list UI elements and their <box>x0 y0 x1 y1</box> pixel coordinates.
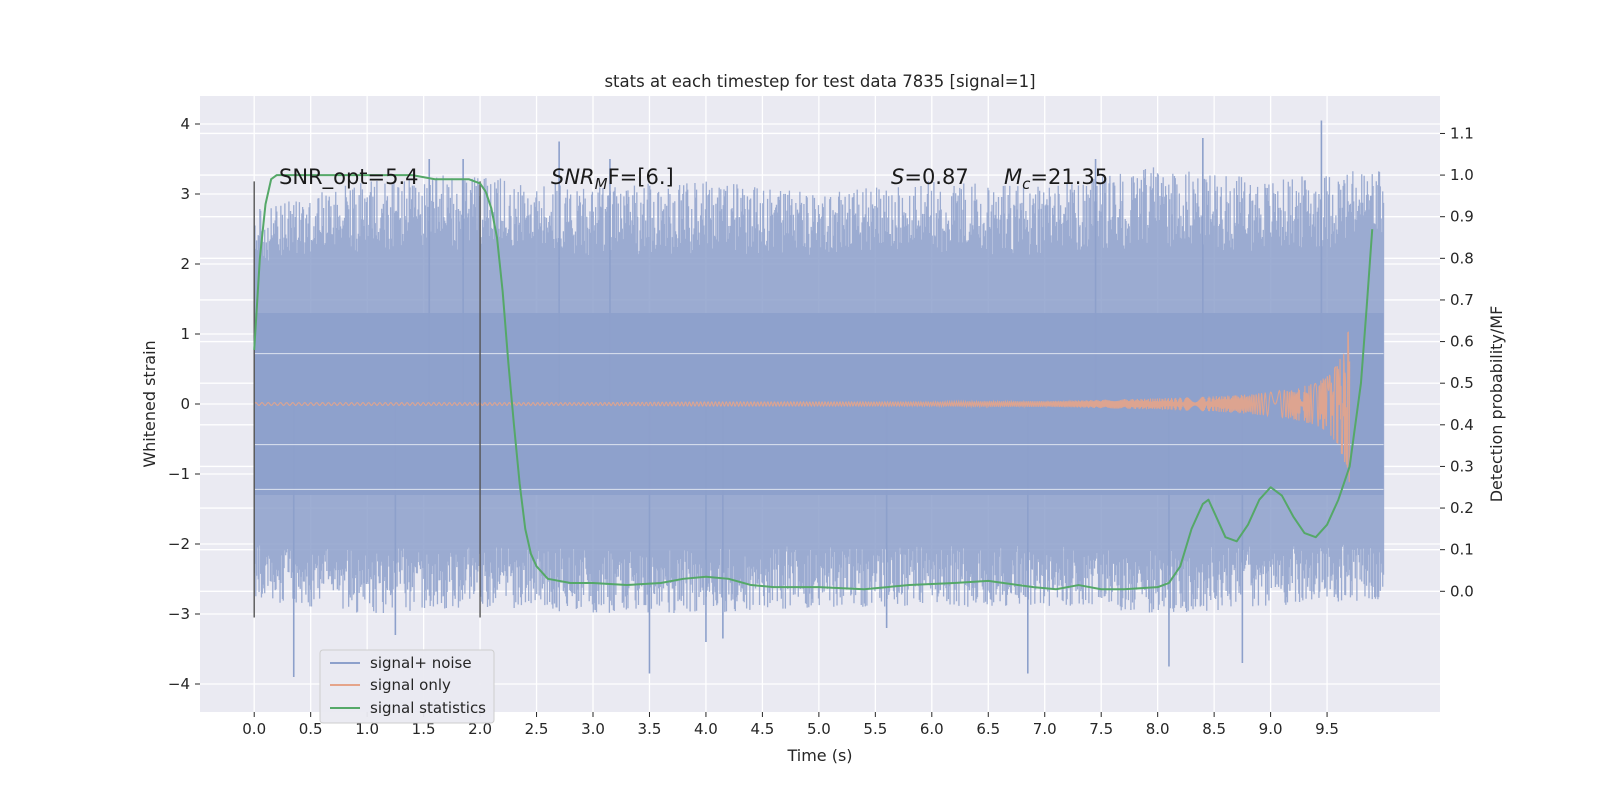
x-tick-label-8: 4.0 <box>694 720 718 738</box>
legend-label-signal-noise: signal+ noise <box>370 654 472 672</box>
x-tick-label-6: 3.0 <box>581 720 605 738</box>
y2-tick-label-10: 1.0 <box>1450 166 1474 184</box>
x-tick-label-17: 8.5 <box>1202 720 1226 738</box>
x-axis-ticks: 0.0 0.5 1.0 1.5 2.0 2.5 3.0 3.5 4.0 4.5 5.0 5.5 6.0 6… <box>242 712 1339 738</box>
x-tick-label-3: 1.5 <box>412 720 436 738</box>
y-tick-label-6: 2 <box>180 255 190 273</box>
x-tick-label-19: 9.5 <box>1315 720 1339 738</box>
annotation-mc: Mc=21.35 <box>1004 165 1108 193</box>
y-tick-label-8: 4 <box>180 115 190 133</box>
signal-statistics-series <box>253 174 1374 591</box>
x-tick-label-14: 7.0 <box>1033 720 1057 738</box>
x-tick-label-16: 8.0 <box>1146 720 1170 738</box>
y2-tick-label-2: 0.2 <box>1450 499 1474 517</box>
y-tick-label-7: 3 <box>180 185 190 203</box>
vertical-markers <box>253 181 481 618</box>
legend: signal+ noise signal only signal statist… <box>319 649 495 724</box>
y2-tick-label-5: 0.5 <box>1450 374 1474 392</box>
x-tick-label-18: 9.0 <box>1259 720 1283 738</box>
x-tick-label-12: 6.0 <box>920 720 944 738</box>
y2-tick-label-4: 0.4 <box>1450 416 1474 434</box>
y2-tick-label-7: 0.7 <box>1450 291 1474 309</box>
legend-label-signal-only: signal only <box>370 676 451 694</box>
annotation-s: S=0.87 <box>891 165 969 189</box>
snr-mf-sub: M <box>595 175 608 193</box>
mc-value: =21.35 <box>1030 165 1108 189</box>
x-axis-label: Time (s) <box>786 746 852 765</box>
x-tick-label-0: 0.0 <box>242 720 266 738</box>
x-tick-label-1: 0.5 <box>299 720 323 738</box>
x-tick-label-9: 4.5 <box>750 720 774 738</box>
snr-mf-rest: F=[6.] <box>608 165 674 189</box>
x-tick-label-10: 5.0 <box>807 720 831 738</box>
annotation-snr-opt: SNR_opt=5.4 <box>279 165 419 190</box>
chart-title: stats at each timestep for test data 783… <box>604 72 1035 91</box>
annotation-snr-mf: SNRMF=[6.] <box>551 165 674 193</box>
y-tick-label-2: −2 <box>168 535 190 553</box>
x-tick-label-7: 3.5 <box>638 720 662 738</box>
signal-statistics-line <box>253 174 1374 591</box>
y-axis-ticks: −4 −3 −2 −1 0 1 2 3 4 <box>168 115 200 693</box>
x-tick-label-5: 2.5 <box>525 720 549 738</box>
s-value: =0.87 <box>904 165 968 189</box>
y2-axis-ticks: 0.0 0.1 0.2 0.3 0.4 0.5 0.6 0.7 0.8 0.9 1.0 1.1 <box>1440 124 1474 600</box>
y-tick-label-3: −1 <box>168 465 190 483</box>
signal-only-line <box>253 331 1351 483</box>
x-tick-label-15: 7.5 <box>1089 720 1113 738</box>
x-tick-label-2: 1.0 <box>355 720 379 738</box>
y2-axis-label: Detection probability/MF <box>1487 306 1506 503</box>
y2-tick-label-11: 1.1 <box>1450 124 1474 142</box>
y2-tick-label-6: 0.6 <box>1450 333 1474 351</box>
s-name: S <box>891 165 904 189</box>
y2-tick-label-9: 0.9 <box>1450 208 1474 226</box>
y-tick-label-1: −3 <box>168 605 190 623</box>
x-tick-label-11: 5.5 <box>863 720 887 738</box>
y2-tick-label-1: 0.1 <box>1450 541 1474 559</box>
y2-tick-label-0: 0.0 <box>1450 582 1474 600</box>
y-tick-label-5: 1 <box>180 325 190 343</box>
signal-only-series <box>253 331 1351 483</box>
y2-tick-label-8: 0.8 <box>1450 249 1474 267</box>
mc-name: M <box>1004 165 1022 189</box>
y-tick-label-0: −4 <box>168 675 190 693</box>
x-tick-label-4: 2.0 <box>468 720 492 738</box>
legend-label-signal-statistics: signal statistics <box>370 699 486 717</box>
y-tick-label-4: 0 <box>180 395 190 413</box>
x-tick-label-13: 6.5 <box>976 720 1000 738</box>
mc-sub: c <box>1022 175 1031 193</box>
snr-mf-base: SNR <box>551 165 595 189</box>
y-axis-label: Whitened strain <box>140 340 159 467</box>
y2-tick-label-3: 0.3 <box>1450 457 1474 475</box>
legend-box <box>319 649 495 724</box>
